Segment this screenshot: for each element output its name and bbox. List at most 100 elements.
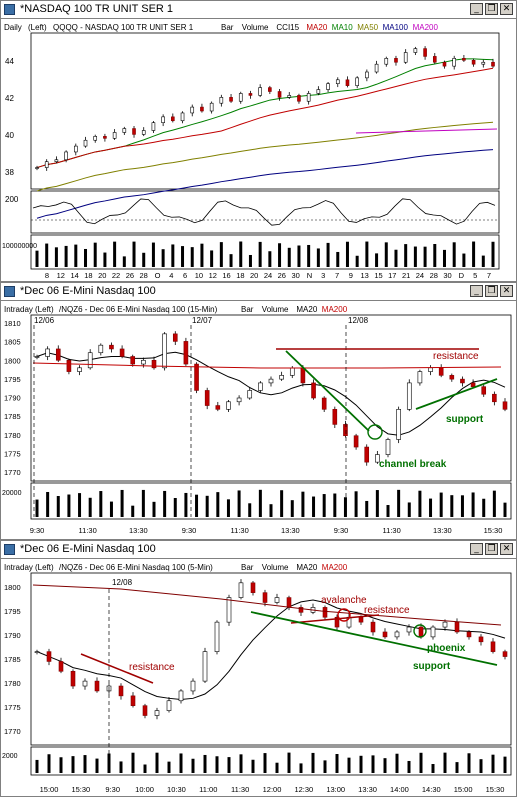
price-bar bbox=[321, 397, 327, 410]
volume-bar bbox=[171, 244, 175, 267]
volume-bar bbox=[323, 760, 327, 773]
volume-bar bbox=[35, 250, 39, 267]
price-bar bbox=[190, 106, 195, 114]
close-button[interactable]: ✕ bbox=[500, 285, 513, 297]
window-titlebar[interactable]: *Dec 06 E-Mini Nasdaq 100 _ ❐ ✕ bbox=[1, 541, 516, 559]
chart-area[interactable]: Intraday (Left) /NQZ6 - Dec 06 E-Mini Na… bbox=[1, 301, 516, 539]
restore-button[interactable]: ❐ bbox=[485, 285, 498, 297]
volume-bar bbox=[237, 490, 241, 517]
volume-bar bbox=[258, 241, 262, 267]
restore-button[interactable]: ❐ bbox=[485, 543, 498, 555]
window-titlebar[interactable]: *NASDAQ 100 TR UNIT SER 1 _ ❐ ✕ bbox=[1, 1, 516, 19]
price-bar bbox=[442, 61, 447, 67]
support-line bbox=[250, 611, 498, 666]
x-axis-label: 26 bbox=[126, 271, 134, 280]
x-axis-label: 10 bbox=[195, 271, 203, 280]
legend-item: Volume bbox=[262, 563, 289, 572]
price-bar bbox=[466, 631, 472, 638]
volume-bar bbox=[462, 253, 466, 267]
price-bar bbox=[166, 700, 172, 711]
date-marker: 12/08 bbox=[112, 578, 133, 587]
volume-bar bbox=[131, 752, 135, 773]
moving-average-line bbox=[36, 58, 494, 169]
x-axis-label: 14:00 bbox=[390, 785, 409, 794]
volume-bar bbox=[439, 492, 443, 517]
legend-item: MA20 bbox=[306, 23, 327, 32]
price-tick-label: 1775 bbox=[4, 449, 21, 458]
volume-bar bbox=[95, 758, 99, 773]
volume-bar bbox=[375, 253, 379, 267]
window-nq-15min: *Dec 06 E-Mini Nasdaq 100 _ ❐ ✕ Intraday… bbox=[0, 282, 517, 540]
volume-bar bbox=[226, 499, 230, 517]
x-axis-label: 15:30 bbox=[71, 785, 90, 794]
volume-bar bbox=[210, 250, 214, 267]
volume-bar bbox=[45, 243, 49, 267]
x-axis-labels: 15:00 15:30 9:30 10:00 10:30 11:00 11:30 12:00 1… bbox=[40, 785, 505, 794]
x-axis-label: D bbox=[459, 271, 465, 280]
intraday-15min-svg[interactable]: Intraday (Left) /NQZ6 - Dec 06 E-Mini Na… bbox=[1, 301, 516, 539]
close-button[interactable]: ✕ bbox=[500, 3, 513, 15]
legend-item: MA10 bbox=[332, 23, 353, 32]
chart-area[interactable]: Intraday (Left) /NQZ6 - Dec 06 E-Mini Na… bbox=[1, 559, 516, 796]
volume-bar bbox=[460, 495, 464, 517]
avalanche-marker bbox=[337, 608, 351, 622]
price-plot bbox=[32, 579, 508, 773]
volume-bar bbox=[407, 760, 411, 773]
price-bar bbox=[297, 95, 301, 102]
volume-bar bbox=[384, 242, 388, 267]
price-bar bbox=[172, 333, 178, 342]
window-title: *Dec 06 E-Mini Nasdaq 100 bbox=[20, 543, 156, 555]
volume-bar bbox=[429, 498, 433, 517]
volume-bar bbox=[359, 755, 363, 773]
price-bar bbox=[300, 367, 306, 384]
price-bar bbox=[460, 378, 465, 384]
minimize-button[interactable]: _ bbox=[470, 285, 483, 297]
volume-bar bbox=[503, 502, 507, 517]
minimize-button[interactable]: _ bbox=[470, 543, 483, 555]
price-bar bbox=[109, 344, 114, 350]
x-axis-label: 28 bbox=[430, 271, 438, 280]
x-axis-label: 13:00 bbox=[326, 785, 345, 794]
x-axis-label: 9:30 bbox=[30, 526, 45, 535]
price-bar bbox=[190, 680, 196, 692]
price-bar bbox=[74, 145, 78, 153]
price-bar bbox=[183, 341, 189, 365]
price-bar bbox=[403, 52, 408, 63]
legend-item: Bar bbox=[241, 563, 254, 572]
restore-button[interactable]: ❐ bbox=[485, 3, 498, 15]
x-axis-label: 14:30 bbox=[422, 785, 441, 794]
annotation-phoenix: phoenix bbox=[427, 643, 466, 654]
volume-bar bbox=[301, 491, 305, 517]
price-bar bbox=[492, 393, 497, 403]
price-bar bbox=[70, 670, 76, 687]
chart-area[interactable]: Daily (Left) QQQQ - NASDAQ 100 TR UNIT S… bbox=[1, 19, 516, 281]
price-bar bbox=[370, 621, 376, 633]
price-bar bbox=[46, 651, 52, 662]
close-button[interactable]: ✕ bbox=[500, 543, 513, 555]
price-bar bbox=[423, 48, 427, 57]
price-bar bbox=[268, 378, 274, 384]
window-titlebar[interactable]: *Dec 06 E-Mini Nasdaq 100 _ ❐ ✕ bbox=[1, 283, 516, 301]
volume-panel bbox=[30, 234, 500, 270]
volume-bar bbox=[84, 248, 88, 267]
price-bar bbox=[490, 641, 496, 652]
price-tick-label: 1790 bbox=[4, 631, 21, 640]
price-tick-label: 1810 bbox=[4, 319, 21, 328]
price-bar bbox=[142, 705, 148, 716]
date-marker: 12/08 bbox=[348, 316, 369, 325]
price-bar bbox=[385, 439, 391, 455]
annotation-avalanche: avalanche bbox=[321, 595, 367, 606]
price-bar bbox=[141, 359, 146, 365]
volume-bar bbox=[397, 489, 401, 517]
moving-average-line bbox=[36, 67, 494, 169]
price-bar bbox=[438, 367, 444, 376]
price-bar bbox=[55, 348, 61, 361]
daily-chart-svg[interactable]: Daily (Left) QQQQ - NASDAQ 100 TR UNIT S… bbox=[1, 19, 516, 281]
chart-legend: Bar Volume CCI15 MA20 MA10 MA50 MA100 MA200 bbox=[221, 23, 438, 32]
intraday-5min-svg[interactable]: Intraday (Left) /NQZ6 - Dec 06 E-Mini Na… bbox=[1, 559, 516, 796]
price-bar bbox=[66, 359, 72, 372]
chart-legend: Bar Volume MA20 MA200 bbox=[241, 563, 348, 572]
chart-axis-side: (Left) bbox=[28, 23, 47, 32]
price-tick-label: 1770 bbox=[4, 468, 21, 477]
minimize-button[interactable]: _ bbox=[470, 3, 483, 15]
